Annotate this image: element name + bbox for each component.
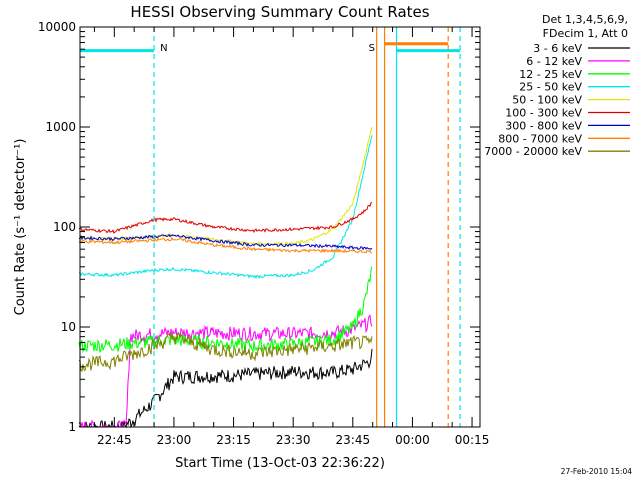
legend-label-50-100-kev: 50 - 100 keV <box>512 94 582 107</box>
series-line-800-7000-kev <box>78 236 373 254</box>
x-tick-label-2245: 22:45 <box>97 433 132 447</box>
series-line-12-25-kev <box>78 266 373 354</box>
legend-label-300-800-kev: 300 - 800 keV <box>505 119 582 132</box>
series-line-7000-20000-kev <box>78 332 373 372</box>
series-line-25-50-kev <box>78 135 373 280</box>
x-tick-label-0015: 00:15 <box>455 433 490 447</box>
y-tick-label-10000: 10000 <box>38 20 76 34</box>
legend-label-800-7000-kev: 800 - 7000 keV <box>498 132 582 145</box>
chart-title: HESSI Observing Summary Count Rates <box>130 3 429 21</box>
y-tick-label-1: 1 <box>68 420 76 434</box>
legend-label-12-25-kev: 12 - 25 keV <box>519 68 582 81</box>
x-tick-label-2345: 23:45 <box>336 433 371 447</box>
x-tick-label-2300: 23:00 <box>157 433 192 447</box>
y-tick-label-1000: 1000 <box>45 120 76 134</box>
legend-header-line-1: Det 1,3,4,5,6,9, <box>542 13 628 26</box>
marker-label-s: S <box>369 43 375 54</box>
series-line-100-300-kev <box>78 202 373 234</box>
legend-label-3-6-kev: 3 - 6 keV <box>533 42 582 55</box>
series-line-3-6-kev <box>78 348 373 429</box>
series-line-300-800-kev <box>79 233 373 251</box>
legend-label-25-50-kev: 25 - 50 keV <box>519 81 582 94</box>
series-line-50-100-kev <box>78 126 373 247</box>
x-tick-label-0000: 00:00 <box>395 433 430 447</box>
y-tick-label-10: 10 <box>61 320 76 334</box>
axes: 1 10 100 1000 10000 22:45 23:00 23:15 23:30 23:45… <box>38 20 490 447</box>
marker-label-n: N <box>160 43 167 54</box>
legend-header-line-2: FDecim 1, Att 0 <box>543 27 628 40</box>
y-tick-label-100: 100 <box>53 220 76 234</box>
y-axis-label: Count Rate (s⁻¹ detector⁻¹) <box>13 139 28 316</box>
plot-frame <box>79 26 481 428</box>
x-axis-label: Start Time (13-Oct-03 22:36:22) <box>175 456 385 471</box>
legend-label-7000-20000-kev: 7000 - 20000 keV <box>484 145 582 158</box>
legend: Det 1,3,4,5,6,9, FDecim 1, Att 0 3 - 6 k… <box>484 13 630 158</box>
x-tick-label-2330: 23:30 <box>276 433 311 447</box>
timestamp: 27-Feb-2010 15:04 <box>561 467 633 476</box>
legend-label-6-12-kev: 6 - 12 keV <box>526 55 582 68</box>
x-tick-label-2315: 23:15 <box>216 433 251 447</box>
series-line-6-12-kev <box>78 314 373 428</box>
legend-label-100-300-kev: 100 - 300 keV <box>505 107 582 120</box>
